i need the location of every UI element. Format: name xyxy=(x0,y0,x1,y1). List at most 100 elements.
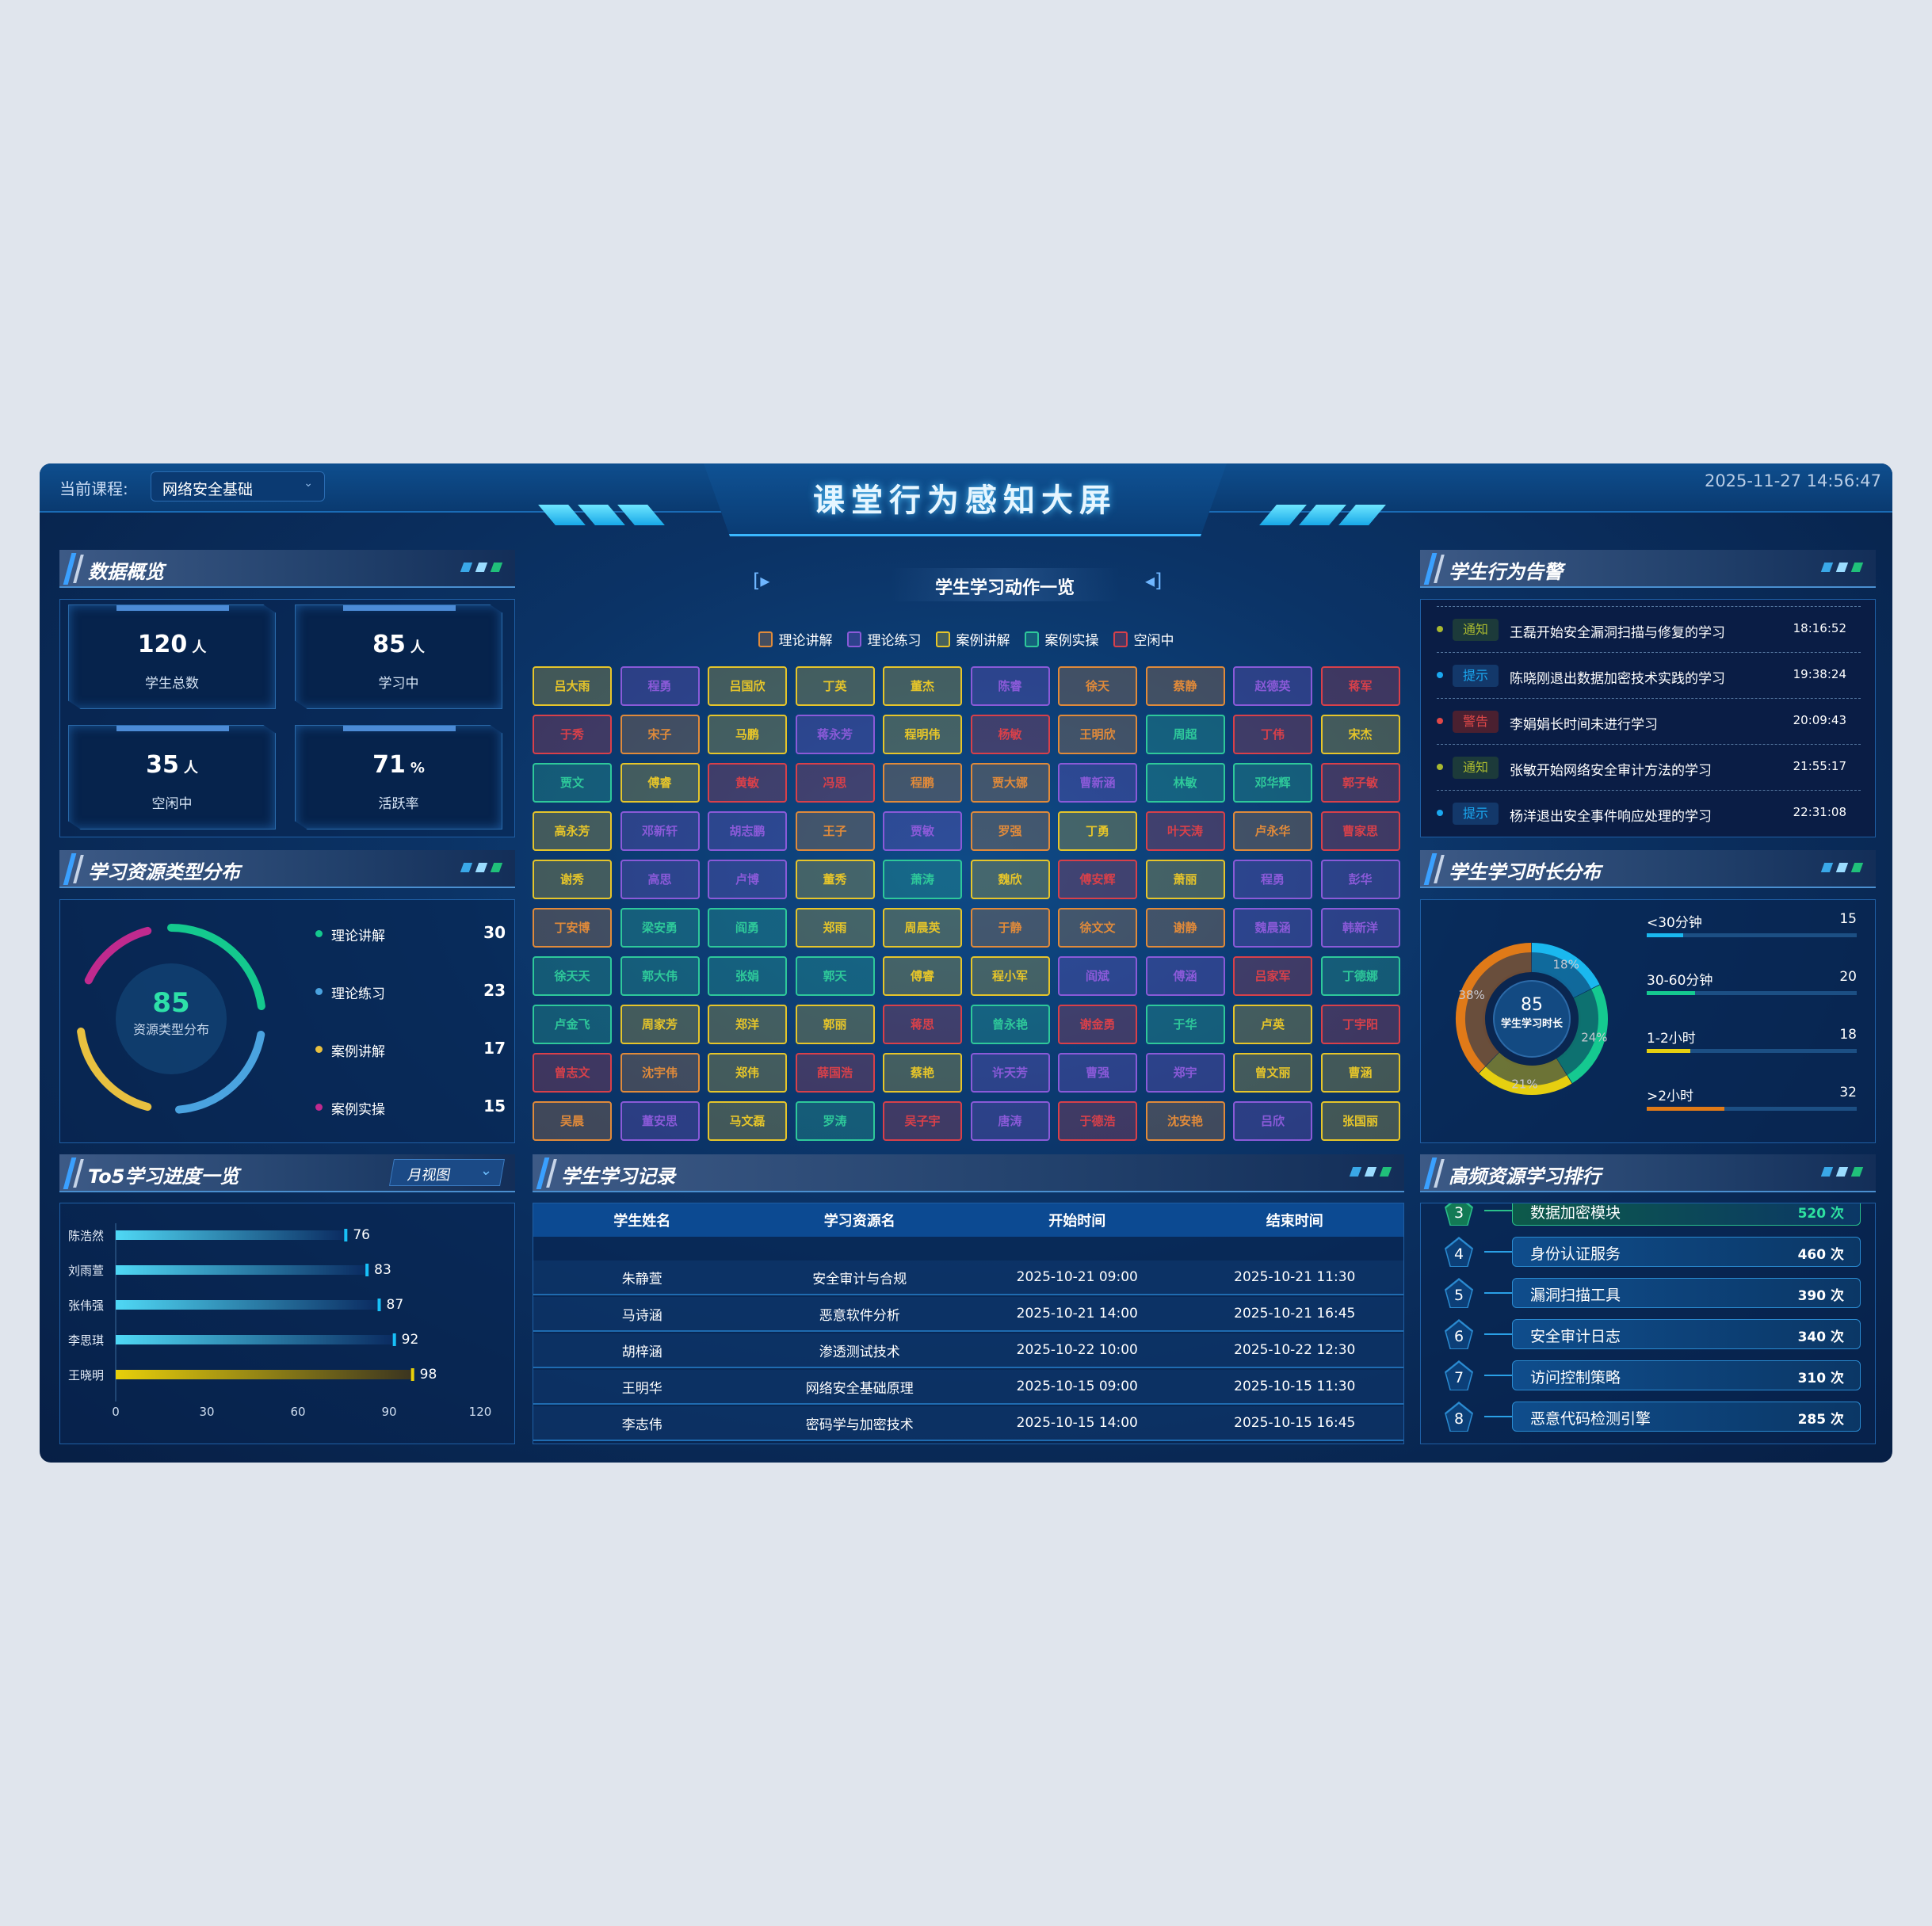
student-card[interactable]: 董杰 xyxy=(883,666,962,706)
legend-item[interactable]: 理论讲解 xyxy=(758,629,833,649)
student-card[interactable]: 叶天涛 xyxy=(1145,811,1225,851)
student-card[interactable]: 程勇 xyxy=(620,666,700,706)
legend-item[interactable]: 理论练习 xyxy=(846,629,922,649)
student-card[interactable]: 郭天 xyxy=(795,956,875,996)
alert-item[interactable]: 通知 张敏开始网络安全审计方法的学习 21:55:17 xyxy=(1437,744,1861,790)
student-card[interactable]: 丁英 xyxy=(795,666,875,706)
ranking-item[interactable]: 4 身份认证服务 460 次 xyxy=(1445,1237,1873,1270)
student-card[interactable]: 周晨英 xyxy=(883,908,962,948)
student-card[interactable]: 张国丽 xyxy=(1320,1101,1400,1141)
view-select[interactable]: 月视图 ⌄ xyxy=(389,1159,505,1186)
student-card[interactable]: 曹强 xyxy=(1058,1053,1137,1093)
alert-item[interactable]: 警告 李娟娟长时间未进行学习 20:09:43 xyxy=(1437,698,1861,744)
student-card[interactable]: 蔡静 xyxy=(1145,666,1225,706)
student-card[interactable]: 林敏 xyxy=(1145,763,1225,803)
legend-item[interactable]: 案例实操 xyxy=(1024,629,1099,649)
legend-item[interactable]: 空闲中 xyxy=(1113,629,1174,649)
student-card[interactable]: 蔡艳 xyxy=(883,1053,962,1093)
student-card[interactable]: 董秀 xyxy=(795,860,875,899)
student-card[interactable]: 曹涵 xyxy=(1320,1053,1400,1093)
ranking-item[interactable]: 3 数据加密模块 520 次 xyxy=(1445,1203,1873,1229)
student-card[interactable]: 傅安辉 xyxy=(1058,860,1137,899)
student-card[interactable]: 丁安博 xyxy=(533,908,612,948)
ranking-item[interactable]: 7 访问控制策略 310 次 xyxy=(1445,1360,1873,1394)
student-card[interactable]: 丁勇 xyxy=(1058,811,1137,851)
student-card[interactable]: 卢英 xyxy=(1233,1005,1312,1044)
student-card[interactable]: 吕欣 xyxy=(1233,1101,1312,1141)
student-card[interactable]: 丁宇阳 xyxy=(1320,1005,1400,1044)
student-card[interactable]: 魏晨涵 xyxy=(1233,908,1312,948)
table-row[interactable]: 胡梓涵 渗透测试技术 2025-10-22 10:00 2025-10-22 12:3… xyxy=(533,1333,1403,1368)
student-card[interactable]: 卢永华 xyxy=(1233,811,1312,851)
student-card[interactable]: 吕家军 xyxy=(1233,956,1312,996)
student-card[interactable]: 张娟 xyxy=(708,956,787,996)
student-card[interactable]: 罗强 xyxy=(970,811,1050,851)
student-card[interactable]: 周超 xyxy=(1145,715,1225,754)
alert-item[interactable]: 通知 王磊开始安全漏洞扫描与修复的学习 18:16:52 xyxy=(1437,606,1861,652)
student-card[interactable]: 吴子宇 xyxy=(883,1101,962,1141)
student-card[interactable]: 王明欣 xyxy=(1058,715,1137,754)
student-card[interactable]: 于华 xyxy=(1145,1005,1225,1044)
student-card[interactable]: 高思 xyxy=(620,860,700,899)
student-card[interactable]: 郭大伟 xyxy=(620,956,700,996)
student-card[interactable]: 唐涛 xyxy=(970,1101,1050,1141)
student-card[interactable]: 谢金勇 xyxy=(1058,1005,1137,1044)
student-card[interactable]: 谢静 xyxy=(1145,908,1225,948)
table-row[interactable]: 李志伟 密码学与加密技术 2025-10-15 14:00 2025-10-15 16… xyxy=(533,1406,1403,1441)
legend-item[interactable]: 案例讲解 xyxy=(935,629,1010,649)
student-card[interactable]: 贾敏 xyxy=(883,811,962,851)
ranking-item[interactable]: 5 漏洞扫描工具 390 次 xyxy=(1445,1278,1873,1311)
student-card[interactable]: 贾文 xyxy=(533,763,612,803)
student-card[interactable]: 阎勇 xyxy=(708,908,787,948)
student-card[interactable]: 王子 xyxy=(795,811,875,851)
student-card[interactable]: 沈宇伟 xyxy=(620,1053,700,1093)
student-card[interactable]: 陈睿 xyxy=(970,666,1050,706)
student-card[interactable]: 马鹏 xyxy=(708,715,787,754)
ranking-item[interactable]: 6 安全审计日志 340 次 xyxy=(1445,1319,1873,1352)
alert-item[interactable]: 提示 杨洋退出安全事件响应处理的学习 22:31:08 xyxy=(1437,790,1861,836)
student-card[interactable]: 傅睿 xyxy=(620,763,700,803)
student-card[interactable]: 徐天天 xyxy=(533,956,612,996)
student-card[interactable]: 曾文丽 xyxy=(1233,1053,1312,1093)
student-card[interactable]: 宋杰 xyxy=(1320,715,1400,754)
student-card[interactable]: 宋子 xyxy=(620,715,700,754)
alert-item[interactable]: 提示 陈晓刚退出数据加密技术实践的学习 19:38:24 xyxy=(1437,652,1861,698)
student-card[interactable]: 丁伟 xyxy=(1233,715,1312,754)
table-row[interactable]: 马诗涵 恶意软件分析 2025-10-21 14:00 2025-10-21 16:4… xyxy=(533,1297,1403,1332)
student-card[interactable]: 周家芳 xyxy=(620,1005,700,1044)
table-row[interactable]: 朱静萱 安全审计与合规 2025-10-21 09:00 2025-10-21 11:… xyxy=(533,1260,1403,1295)
student-card[interactable]: 郑宇 xyxy=(1145,1053,1225,1093)
student-card[interactable]: 吕大雨 xyxy=(533,666,612,706)
student-card[interactable]: 郑雨 xyxy=(795,908,875,948)
student-card[interactable]: 马文磊 xyxy=(708,1101,787,1141)
student-card[interactable]: 贾大娜 xyxy=(970,763,1050,803)
student-card[interactable]: 于静 xyxy=(970,908,1050,948)
student-card[interactable]: 胡志鹏 xyxy=(708,811,787,851)
next-arrow-icon[interactable]: ◂] xyxy=(1145,570,1163,592)
student-card[interactable]: 曾永艳 xyxy=(970,1005,1050,1044)
student-card[interactable]: 沈安艳 xyxy=(1145,1101,1225,1141)
student-card[interactable]: 许天芳 xyxy=(970,1053,1050,1093)
student-card[interactable]: 曹家思 xyxy=(1320,811,1400,851)
student-card[interactable]: 萧丽 xyxy=(1145,860,1225,899)
student-card[interactable]: 程鹏 xyxy=(883,763,962,803)
student-card[interactable]: 高永芳 xyxy=(533,811,612,851)
student-card[interactable]: 曹新涵 xyxy=(1058,763,1137,803)
course-select[interactable]: 网络安全基础 ⌄ xyxy=(151,471,325,502)
ranking-item[interactable]: 8 恶意代码检测引擎 285 次 xyxy=(1445,1402,1873,1435)
student-card[interactable]: 韩新洋 xyxy=(1320,908,1400,948)
table-row[interactable]: 王明华 网络安全基础原理 2025-10-15 09:00 2025-10-15 11… xyxy=(533,1370,1403,1405)
student-card[interactable]: 傅涵 xyxy=(1145,956,1225,996)
student-card[interactable]: 杨敏 xyxy=(970,715,1050,754)
student-card[interactable]: 薛国浩 xyxy=(795,1053,875,1093)
student-card[interactable]: 于德浩 xyxy=(1058,1101,1137,1141)
student-card[interactable]: 黄敏 xyxy=(708,763,787,803)
student-card[interactable]: 卢博 xyxy=(708,860,787,899)
prev-arrow-icon[interactable]: [▸ xyxy=(753,570,770,592)
student-card[interactable]: 蒋军 xyxy=(1320,666,1400,706)
student-card[interactable]: 郭子敏 xyxy=(1320,763,1400,803)
student-card[interactable]: 冯思 xyxy=(795,763,875,803)
student-card[interactable]: 傅睿 xyxy=(883,956,962,996)
student-card[interactable]: 徐天 xyxy=(1058,666,1137,706)
student-card[interactable]: 董安思 xyxy=(620,1101,700,1141)
